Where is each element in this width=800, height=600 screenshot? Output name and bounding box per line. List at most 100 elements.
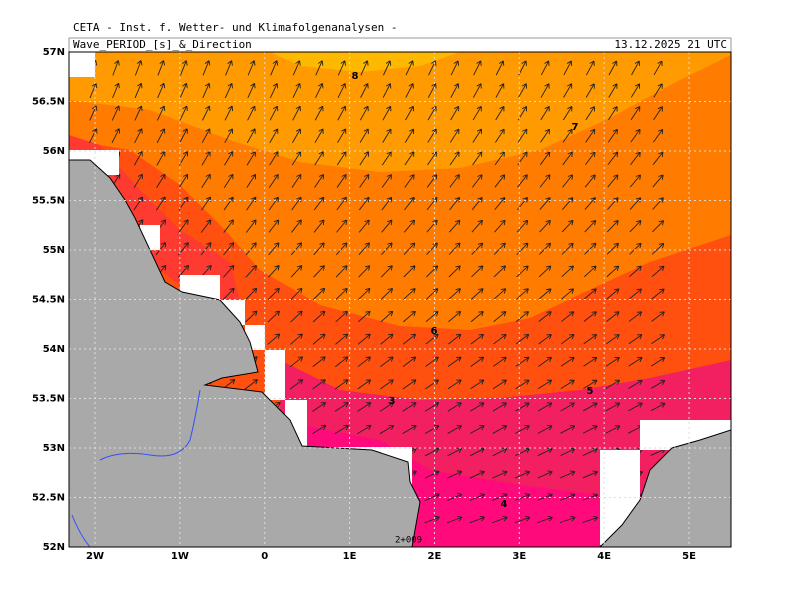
- arrow: [402, 425, 417, 435]
- arrow: [424, 470, 440, 479]
- arrow: [426, 265, 439, 278]
- arrow: [630, 128, 641, 143]
- arrow: [380, 310, 394, 323]
- lat-tick-label: 52N: [43, 542, 65, 553]
- arrow: [605, 379, 621, 389]
- arrow: [133, 151, 143, 166]
- arrow: [561, 219, 574, 233]
- arrow: [563, 83, 573, 98]
- arrow: [628, 288, 643, 300]
- contour-label: 6: [431, 326, 438, 337]
- arrow: [404, 128, 415, 143]
- lat-tick-label: 53.5N: [32, 394, 65, 405]
- arrow: [402, 356, 417, 367]
- arrow: [607, 128, 618, 143]
- arrow: [517, 174, 528, 188]
- arrow: [202, 60, 211, 76]
- arrow: [244, 379, 258, 390]
- arrow: [245, 310, 258, 323]
- arrow: [630, 106, 641, 121]
- arrow: [606, 219, 619, 233]
- arrow: [585, 60, 595, 76]
- arrow: [156, 105, 166, 121]
- arrow: [449, 151, 460, 166]
- arrow: [405, 105, 414, 121]
- arrow: [178, 151, 188, 166]
- lat-tick-label: 52.5N: [32, 493, 65, 504]
- arrow: [268, 173, 279, 188]
- arrow: [559, 515, 576, 524]
- arrow: [540, 83, 550, 98]
- arrow: [538, 333, 552, 345]
- arrow: [179, 105, 188, 121]
- arrow: [538, 356, 553, 367]
- arrow: [629, 220, 642, 233]
- arrow: [335, 287, 348, 300]
- arrow: [133, 173, 143, 189]
- arrow: [403, 242, 416, 256]
- arrow: [560, 356, 575, 367]
- arrow: [177, 264, 190, 278]
- lon-tick-label: 4E: [597, 551, 611, 562]
- contour-label: 4: [501, 499, 508, 510]
- arrow: [628, 311, 643, 322]
- arrow: [246, 151, 256, 166]
- arrow: [492, 470, 508, 479]
- arrow: [493, 311, 507, 323]
- arrow: [583, 265, 597, 278]
- arrow: [583, 288, 597, 300]
- arrow: [560, 402, 575, 412]
- arrow: [89, 128, 98, 144]
- arrow: [336, 174, 347, 188]
- arrow: [381, 196, 393, 211]
- arrow: [652, 197, 664, 210]
- arrow: [157, 82, 166, 99]
- contour-label: 7: [572, 122, 579, 133]
- arrow: [291, 173, 302, 188]
- arrow: [608, 60, 618, 76]
- arrow: [471, 174, 483, 188]
- arrow: [359, 174, 370, 188]
- lon-tick-label: 2E: [428, 551, 442, 562]
- arrow: [493, 333, 507, 345]
- land-uk: [69, 159, 421, 547]
- arrow: [201, 128, 211, 144]
- arrow: [178, 173, 189, 189]
- arrow: [606, 311, 620, 322]
- arrow: [540, 106, 550, 121]
- arrow: [469, 493, 485, 501]
- arrow: [357, 333, 371, 345]
- arrow: [424, 493, 440, 502]
- lat-tick-label: 54.5N: [32, 295, 65, 306]
- arrow: [289, 356, 304, 368]
- arrow: [606, 288, 620, 300]
- arrow: [315, 60, 324, 76]
- arrow: [155, 196, 166, 211]
- arrow: [539, 174, 551, 188]
- arrow: [628, 379, 643, 389]
- arrow: [540, 60, 550, 76]
- arrow: [335, 333, 349, 345]
- arrow: [403, 310, 416, 323]
- arrow: [471, 265, 484, 278]
- arrow: [245, 219, 257, 233]
- arrow: [200, 219, 212, 233]
- land-netherlands: [599, 429, 731, 547]
- arrow: [336, 196, 347, 211]
- arrow: [652, 174, 664, 188]
- arrow: [606, 242, 619, 255]
- arrow: [561, 288, 575, 300]
- arrow: [381, 219, 393, 233]
- arrow: [336, 151, 347, 166]
- arrow: [134, 105, 143, 121]
- arrow: [450, 60, 459, 76]
- arrow: [562, 106, 573, 121]
- footnote: 2+009: [395, 536, 422, 546]
- arrow: [446, 515, 463, 524]
- arrow: [493, 288, 507, 300]
- arrow: [651, 242, 665, 255]
- lon-tick-label: 2W: [86, 551, 104, 562]
- arrow: [492, 425, 508, 434]
- arrow: [585, 106, 595, 121]
- arrow: [469, 425, 485, 434]
